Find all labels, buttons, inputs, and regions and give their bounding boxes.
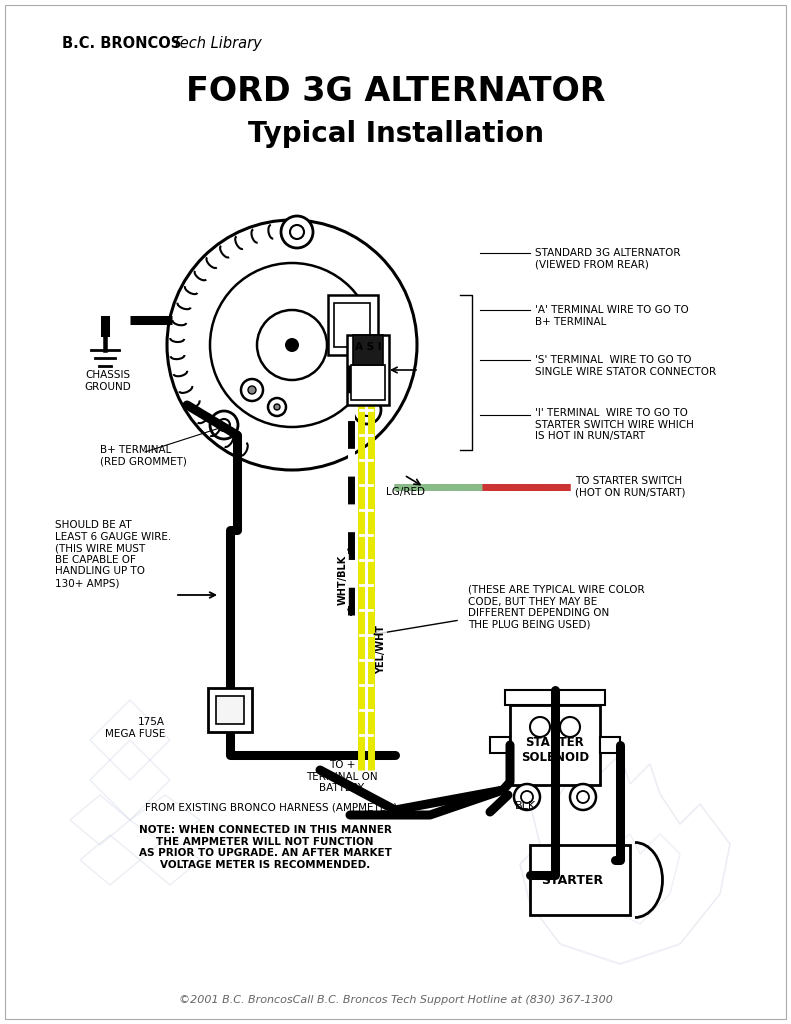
Text: 'I' TERMINAL  WIRE TO GO TO
STARTER SWITCH WIRE WHICH
IS HOT IN RUN/START: 'I' TERMINAL WIRE TO GO TO STARTER SWITC… bbox=[535, 408, 694, 441]
Circle shape bbox=[361, 404, 373, 416]
Circle shape bbox=[210, 263, 374, 427]
Circle shape bbox=[560, 717, 580, 737]
Circle shape bbox=[285, 338, 299, 352]
Circle shape bbox=[514, 784, 540, 810]
Bar bbox=[351, 365, 385, 400]
Text: SHOULD BE AT
LEAST 6 GAUGE WIRE.
(THIS WIRE MUST
BE CAPABLE OF
HANDLING UP TO
13: SHOULD BE AT LEAST 6 GAUGE WIRE. (THIS W… bbox=[55, 520, 171, 588]
Circle shape bbox=[274, 404, 280, 410]
Text: YEL/WHT: YEL/WHT bbox=[376, 626, 386, 675]
Text: A S I: A S I bbox=[354, 342, 381, 352]
Bar bbox=[216, 696, 244, 724]
Circle shape bbox=[530, 717, 550, 737]
Circle shape bbox=[210, 411, 238, 439]
Text: Tech Library: Tech Library bbox=[168, 36, 262, 51]
Circle shape bbox=[268, 398, 286, 416]
Bar bbox=[530, 845, 630, 915]
Bar bbox=[334, 303, 370, 347]
Circle shape bbox=[241, 379, 263, 401]
Text: BLK: BLK bbox=[515, 801, 536, 811]
Text: ©2001 B.C. BroncosCall B.C. Broncos Tech Support Hotline at (830) 367-1300: ©2001 B.C. BroncosCall B.C. Broncos Tech… bbox=[179, 995, 613, 1005]
Bar bbox=[490, 737, 510, 753]
Text: 'S' TERMINAL  WIRE TO GO TO
SINGLE WIRE STATOR CONNECTOR: 'S' TERMINAL WIRE TO GO TO SINGLE WIRE S… bbox=[535, 355, 716, 377]
Bar bbox=[510, 705, 600, 785]
Text: Typical Installation: Typical Installation bbox=[248, 120, 544, 148]
Bar bbox=[208, 688, 252, 732]
Text: TO STARTER SWITCH
(HOT ON RUN/START): TO STARTER SWITCH (HOT ON RUN/START) bbox=[575, 476, 686, 498]
Circle shape bbox=[353, 396, 381, 424]
Circle shape bbox=[167, 220, 417, 470]
Circle shape bbox=[577, 791, 589, 803]
Text: 'A' TERMINAL WIRE TO GO TO
B+ TERMINAL: 'A' TERMINAL WIRE TO GO TO B+ TERMINAL bbox=[535, 305, 689, 327]
Circle shape bbox=[281, 216, 313, 248]
Text: STARTER
SOLENOID: STARTER SOLENOID bbox=[521, 736, 589, 764]
Text: FORD 3G ALTERNATOR: FORD 3G ALTERNATOR bbox=[186, 75, 606, 108]
Circle shape bbox=[521, 791, 533, 803]
Circle shape bbox=[290, 225, 304, 239]
Text: TO +
TERMINAL ON
BATTERY: TO + TERMINAL ON BATTERY bbox=[306, 760, 378, 794]
Text: LG/RED: LG/RED bbox=[386, 487, 425, 497]
Text: 175A
MEGA FUSE: 175A MEGA FUSE bbox=[104, 717, 165, 738]
Text: (THESE ARE TYPICAL WIRE COLOR
CODE, BUT THEY MAY BE
DIFFERENT DEPENDING ON
THE P: (THESE ARE TYPICAL WIRE COLOR CODE, BUT … bbox=[468, 585, 645, 630]
Text: STANDARD 3G ALTERNATOR
(VIEWED FROM REAR): STANDARD 3G ALTERNATOR (VIEWED FROM REAR… bbox=[535, 248, 680, 269]
Text: NOTE: WHEN CONNECTED IN THIS MANNER
THE AMPMETER WILL NOT FUNCTION
AS PRIOR TO U: NOTE: WHEN CONNECTED IN THIS MANNER THE … bbox=[138, 825, 392, 869]
Circle shape bbox=[248, 386, 256, 394]
Circle shape bbox=[570, 784, 596, 810]
Bar bbox=[328, 295, 378, 355]
Bar bbox=[505, 690, 605, 705]
Circle shape bbox=[257, 310, 327, 380]
Text: B.C. BRONCOS: B.C. BRONCOS bbox=[62, 36, 181, 51]
Bar bbox=[600, 737, 620, 753]
Text: CHASSIS
GROUND: CHASSIS GROUND bbox=[85, 370, 131, 391]
Text: FROM EXISTING BRONCO HARNESS (AMPMETER): FROM EXISTING BRONCO HARNESS (AMPMETER) bbox=[145, 803, 397, 813]
Circle shape bbox=[218, 419, 230, 431]
Text: STARTER: STARTER bbox=[541, 873, 603, 887]
Bar bbox=[353, 335, 383, 365]
Bar bbox=[347, 335, 389, 406]
Text: B+ TERMINAL
(RED GROMMET): B+ TERMINAL (RED GROMMET) bbox=[100, 445, 187, 467]
Text: WHT/BLK: WHT/BLK bbox=[338, 555, 348, 605]
